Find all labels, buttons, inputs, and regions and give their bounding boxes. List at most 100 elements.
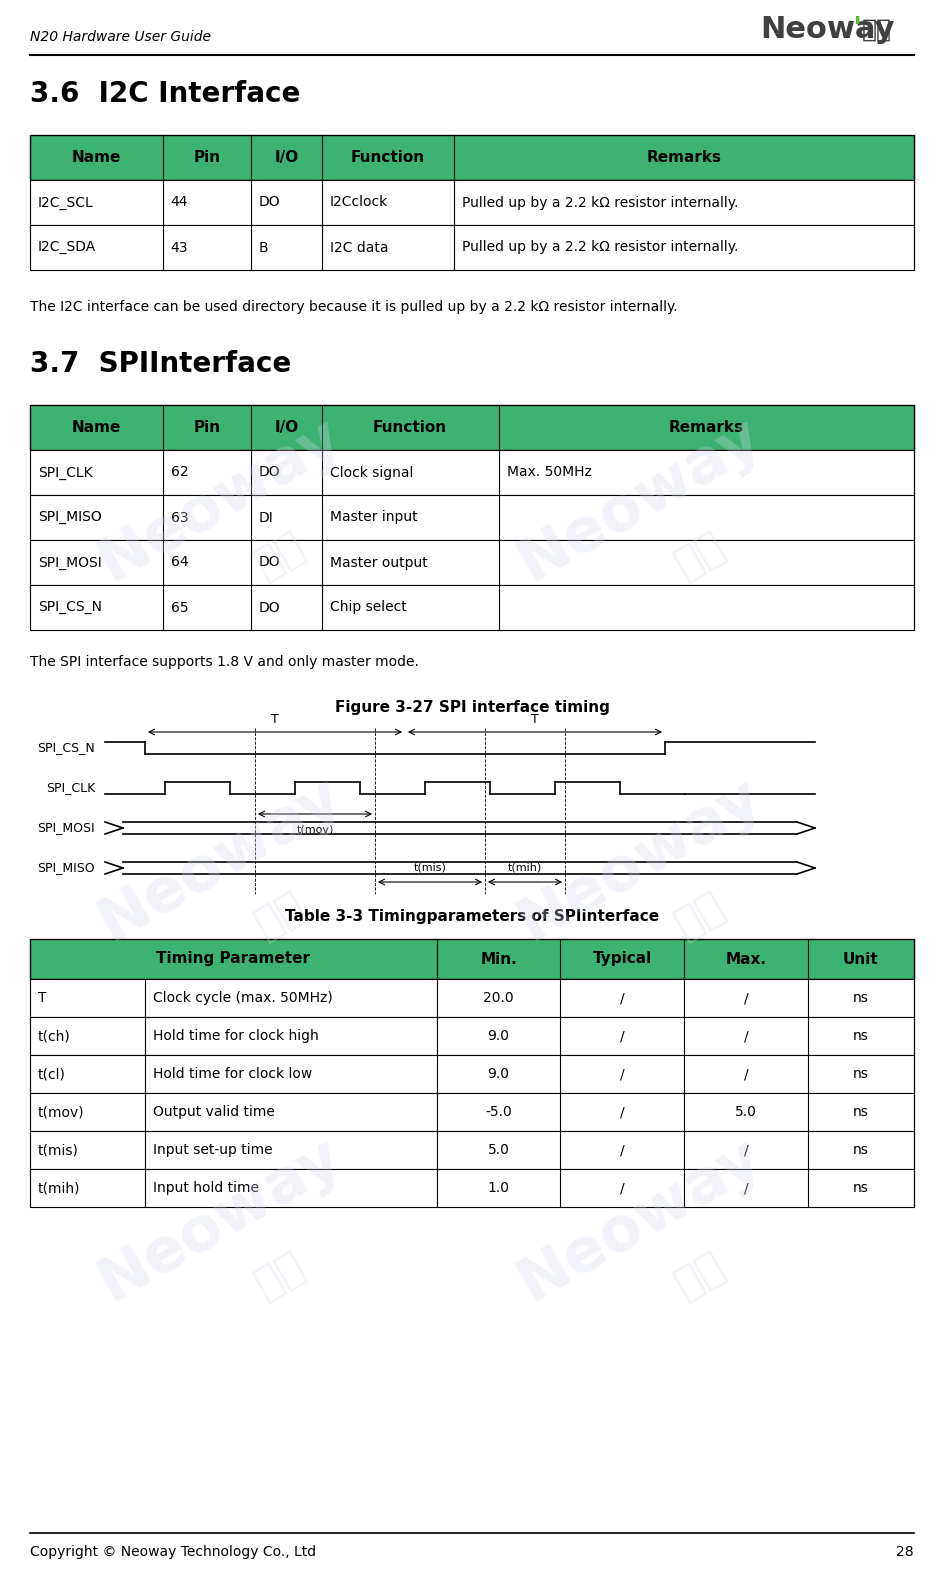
Text: DO: DO bbox=[259, 601, 280, 615]
Text: Max.: Max. bbox=[726, 951, 767, 967]
Text: Max. 50MHz: Max. 50MHz bbox=[507, 465, 591, 479]
Text: 3.6  I2C Interface: 3.6 I2C Interface bbox=[30, 80, 300, 108]
Text: SPI_MISO: SPI_MISO bbox=[38, 511, 102, 525]
Text: I2C_SDA: I2C_SDA bbox=[38, 241, 96, 255]
Text: /: / bbox=[744, 1143, 749, 1157]
Text: /: / bbox=[620, 990, 625, 1005]
Text: Master output: Master output bbox=[329, 555, 428, 569]
Text: DI: DI bbox=[259, 511, 274, 525]
Text: t(mis): t(mis) bbox=[38, 1143, 79, 1157]
Text: 5.0: 5.0 bbox=[488, 1143, 510, 1157]
Bar bbox=[30, 495, 914, 541]
Text: 9.0: 9.0 bbox=[487, 1030, 510, 1042]
Text: Neoway: Neoway bbox=[508, 1127, 772, 1313]
Bar bbox=[30, 1093, 914, 1130]
Text: 有方: 有方 bbox=[667, 885, 733, 946]
Text: /: / bbox=[620, 1181, 625, 1195]
Text: T: T bbox=[271, 714, 278, 726]
Text: SPI_MOSI: SPI_MOSI bbox=[38, 822, 95, 835]
Bar bbox=[30, 225, 914, 270]
Text: SPI_CLK: SPI_CLK bbox=[38, 465, 93, 479]
Text: -5.0: -5.0 bbox=[485, 1105, 512, 1119]
Text: Pulled up by a 2.2 kΩ resistor internally.: Pulled up by a 2.2 kΩ resistor internall… bbox=[463, 195, 739, 209]
Text: 有方: 有方 bbox=[248, 525, 312, 586]
Text: I2C_SCL: I2C_SCL bbox=[38, 195, 93, 209]
Text: 有方: 有方 bbox=[248, 885, 312, 946]
Text: Input set-up time: Input set-up time bbox=[153, 1143, 273, 1157]
Text: 9.0: 9.0 bbox=[487, 1067, 510, 1082]
Text: Table 3-3 Timingparameters of SPIinterface: Table 3-3 Timingparameters of SPIinterfa… bbox=[285, 909, 659, 924]
Text: Name: Name bbox=[72, 149, 121, 165]
Text: /: / bbox=[620, 1067, 625, 1082]
Text: Name: Name bbox=[72, 420, 121, 435]
Text: DO: DO bbox=[259, 465, 280, 479]
Text: ns: ns bbox=[853, 1030, 868, 1042]
Bar bbox=[30, 1055, 914, 1093]
Text: /: / bbox=[620, 1143, 625, 1157]
Text: T: T bbox=[38, 990, 46, 1005]
Text: Input hold time: Input hold time bbox=[153, 1181, 259, 1195]
Text: Figure 3-27 SPI interface timing: Figure 3-27 SPI interface timing bbox=[334, 700, 610, 715]
Text: t(mov): t(mov) bbox=[38, 1105, 85, 1119]
Bar bbox=[30, 181, 914, 225]
Text: /: / bbox=[620, 1105, 625, 1119]
Bar bbox=[30, 938, 914, 979]
Text: t(ch): t(ch) bbox=[38, 1030, 71, 1042]
Text: Master input: Master input bbox=[329, 511, 417, 525]
Text: SPI_CS_N: SPI_CS_N bbox=[37, 742, 95, 755]
Text: The I2C interface can be used directory because it is pulled up by a 2.2 kΩ resi: The I2C interface can be used directory … bbox=[30, 300, 678, 314]
Bar bbox=[30, 406, 914, 450]
Text: I2C data: I2C data bbox=[329, 241, 388, 255]
Text: The SPI interface supports 1.8 V and only master mode.: The SPI interface supports 1.8 V and onl… bbox=[30, 656, 419, 670]
Text: Neoway: Neoway bbox=[508, 767, 772, 953]
Text: Neoway: Neoway bbox=[88, 1127, 352, 1313]
Text: Neoway: Neoway bbox=[88, 407, 352, 593]
Text: 20.0: 20.0 bbox=[483, 990, 514, 1005]
Text: 44: 44 bbox=[171, 195, 188, 209]
Text: /: / bbox=[620, 1030, 625, 1042]
Text: I/O: I/O bbox=[275, 420, 298, 435]
Text: ns: ns bbox=[853, 1105, 868, 1119]
Text: Function: Function bbox=[351, 149, 425, 165]
Text: SPI_MISO: SPI_MISO bbox=[38, 861, 95, 874]
Text: Hold time for clock high: Hold time for clock high bbox=[153, 1030, 319, 1042]
Text: DO: DO bbox=[259, 195, 280, 209]
Text: Neoway: Neoway bbox=[88, 767, 352, 953]
Text: 3.7  SPIInterface: 3.7 SPIInterface bbox=[30, 351, 292, 377]
Text: /: / bbox=[744, 1067, 749, 1082]
Text: Typical: Typical bbox=[593, 951, 652, 967]
Text: 43: 43 bbox=[171, 241, 188, 255]
Text: Neoway: Neoway bbox=[508, 407, 772, 593]
Text: Neoway: Neoway bbox=[760, 16, 895, 44]
Text: Pin: Pin bbox=[194, 149, 220, 165]
Text: I/O: I/O bbox=[275, 149, 298, 165]
Text: /: / bbox=[744, 990, 749, 1005]
Text: t(mih): t(mih) bbox=[508, 861, 542, 872]
Bar bbox=[30, 541, 914, 585]
Text: I2Cclock: I2Cclock bbox=[329, 195, 388, 209]
Text: Unit: Unit bbox=[843, 951, 879, 967]
Bar bbox=[30, 979, 914, 1017]
Text: 有方: 有方 bbox=[862, 17, 892, 42]
Bar bbox=[30, 135, 914, 181]
Text: ns: ns bbox=[853, 1067, 868, 1082]
Text: 有方: 有方 bbox=[667, 525, 733, 586]
Text: 65: 65 bbox=[171, 601, 188, 615]
Text: ': ' bbox=[852, 16, 861, 44]
Text: T: T bbox=[531, 714, 539, 726]
Text: t(mih): t(mih) bbox=[38, 1181, 80, 1195]
Text: Copyright © Neoway Technology Co., Ltd: Copyright © Neoway Technology Co., Ltd bbox=[30, 1545, 316, 1559]
Text: Pin: Pin bbox=[194, 420, 220, 435]
Text: Remarks: Remarks bbox=[668, 420, 744, 435]
Text: N20 Hardware User Guide: N20 Hardware User Guide bbox=[30, 30, 211, 44]
Text: Function: Function bbox=[373, 420, 447, 435]
Text: Chip select: Chip select bbox=[329, 601, 407, 615]
Text: Remarks: Remarks bbox=[647, 149, 721, 165]
Text: 有方: 有方 bbox=[248, 1245, 312, 1306]
Text: SPI_CS_N: SPI_CS_N bbox=[38, 601, 102, 615]
Text: t(mis): t(mis) bbox=[413, 861, 447, 872]
Text: t(cl): t(cl) bbox=[38, 1067, 66, 1082]
Text: ns: ns bbox=[853, 990, 868, 1005]
Text: 28: 28 bbox=[897, 1545, 914, 1559]
Bar bbox=[30, 1130, 914, 1170]
